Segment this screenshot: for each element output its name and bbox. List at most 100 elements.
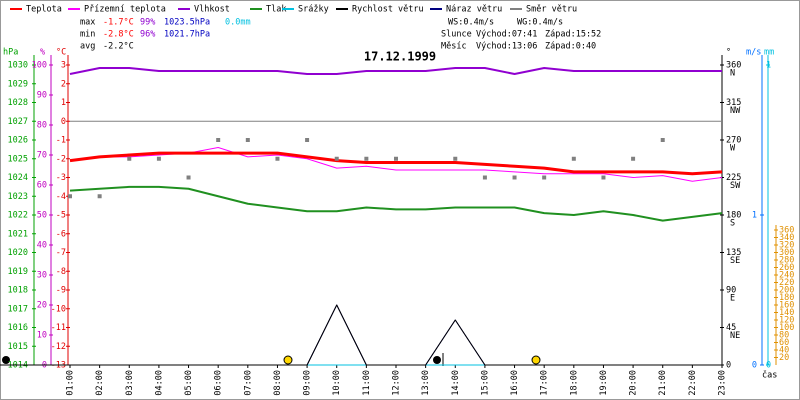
axis-unit: °C — [56, 48, 66, 58]
info: Východ:13:06 — [476, 42, 537, 52]
y-tick-label: -3 — [56, 173, 66, 183]
y-tick-label: 80 — [779, 331, 789, 341]
wind-direction-marker — [186, 175, 191, 180]
y-tick-label: 260 — [779, 263, 794, 273]
info: WG:0.4m/s — [517, 18, 563, 28]
y-tick-label: 270 — [726, 136, 741, 146]
wind-direction-marker — [245, 138, 250, 142]
compass-label: SE — [730, 256, 740, 266]
y-tick-label: -6 — [56, 229, 66, 239]
x-tick-label: 02:00 — [95, 370, 105, 396]
stat-label: min — [80, 30, 95, 40]
y-tick-label: 0 — [61, 117, 66, 127]
info: Západ:0:40 — [545, 42, 596, 52]
sun-icon — [531, 355, 541, 365]
series-line — [69, 185, 723, 222]
y-tick-label: 1 — [766, 61, 771, 71]
series-line — [70, 304, 722, 366]
y-tick-label: 1015 — [8, 342, 28, 352]
info: Východ:07:41 — [476, 30, 537, 40]
moon-icon — [2, 356, 10, 364]
wind-direction-marker — [216, 138, 221, 142]
y-tick-label: 140 — [779, 308, 794, 318]
legend-label: Náraz větru — [446, 5, 502, 15]
wind-direction-marker — [334, 156, 339, 161]
stat-value: 96% — [140, 30, 155, 40]
y-tick-label: 1 — [61, 98, 66, 108]
info: WS:0.4m/s — [448, 18, 494, 28]
y-tick-label: 220 — [779, 278, 794, 288]
y-tick-label: 240 — [779, 271, 794, 281]
x-axis-label: čas — [762, 370, 777, 381]
legend-label: Tlak — [266, 5, 286, 15]
wind-direction-marker — [156, 156, 161, 161]
legend-label: Směr větru — [526, 5, 577, 15]
x-tick-label: 22:00 — [688, 370, 698, 396]
legend-label: Přízemní teplota — [84, 5, 166, 15]
axis-unit: hPa — [3, 48, 18, 58]
y-tick-label: 120 — [779, 316, 794, 326]
y-tick-label: 1020 — [8, 248, 28, 258]
y-tick-label: 300 — [779, 248, 794, 258]
y-tick-label: 1029 — [8, 79, 28, 89]
y-tick-label: 0 — [766, 361, 771, 371]
x-tick-label: 12:00 — [392, 370, 402, 396]
stat-value: 99% — [140, 18, 155, 28]
axis-unit: % — [40, 48, 45, 58]
compass-label: W — [730, 144, 736, 154]
x-tick-label: 20:00 — [629, 370, 639, 396]
y-tick-label: -10 — [51, 304, 66, 314]
wind-direction-marker — [660, 138, 665, 142]
y-tick-label: -8 — [56, 267, 66, 277]
stat-value: -2.8°C — [103, 30, 134, 40]
wind-direction-marker — [482, 175, 487, 180]
y-tick-label: 30 — [37, 271, 47, 281]
wind-direction-marker — [571, 156, 576, 161]
stat-label: avg — [80, 42, 95, 52]
y-tick-label: 10 — [37, 331, 47, 341]
x-tick-label: 14:00 — [451, 370, 461, 396]
stat-value: 1023.5hPa — [164, 18, 210, 28]
x-tick-label: 01:00 — [66, 370, 76, 396]
y-tick-label: 0 — [752, 361, 757, 371]
compass-label: N — [730, 69, 735, 79]
y-tick-label: 1025 — [8, 154, 28, 164]
y-tick-label: 100 — [32, 61, 47, 71]
x-tick-label: 17:00 — [540, 370, 550, 396]
stat-value: -2.2°C — [103, 42, 134, 52]
series-line — [69, 67, 722, 75]
y-tick-label: 135 — [726, 248, 741, 258]
y-tick-label: 360 — [726, 61, 741, 71]
y-tick-label: 340 — [779, 233, 794, 243]
y-tick-label: -11 — [51, 323, 66, 333]
x-tick-label: 05:00 — [184, 370, 194, 396]
y-tick-label: 1023 — [8, 192, 28, 202]
x-tick-label: 09:00 — [303, 370, 313, 396]
y-tick-label: 1 — [752, 211, 757, 221]
y-tick-label: 20 — [779, 353, 789, 363]
compass-label: NW — [730, 106, 741, 116]
y-tick-label: 100 — [779, 323, 794, 333]
moon-icon — [433, 356, 441, 364]
axis-unit: ° — [726, 48, 731, 58]
x-tick-label: 08:00 — [273, 370, 283, 396]
y-tick-label: 70 — [37, 151, 47, 161]
y-tick-label: 1019 — [8, 267, 28, 277]
sun-icon — [283, 355, 293, 365]
axis-unit: mm — [764, 48, 774, 58]
chart-title: 17.12.1999 — [364, 50, 436, 64]
y-tick-label: -4 — [56, 192, 66, 202]
x-tick-label: 18:00 — [569, 370, 579, 396]
y-tick-label: 3 — [61, 61, 66, 71]
x-tick-label: 15:00 — [480, 370, 490, 396]
x-tick-label: 13:00 — [421, 370, 431, 396]
wind-direction-marker — [631, 156, 636, 161]
y-tick-label: 2 — [61, 79, 66, 89]
stat-label: max — [80, 18, 95, 28]
y-tick-label: 90 — [37, 91, 47, 101]
y-tick-label: 45 — [726, 323, 736, 333]
y-tick-label: 50 — [37, 211, 47, 221]
stat-value: 1021.7hPa — [164, 30, 210, 40]
y-tick-label: 1024 — [8, 173, 28, 183]
wind-direction-marker — [512, 175, 517, 180]
